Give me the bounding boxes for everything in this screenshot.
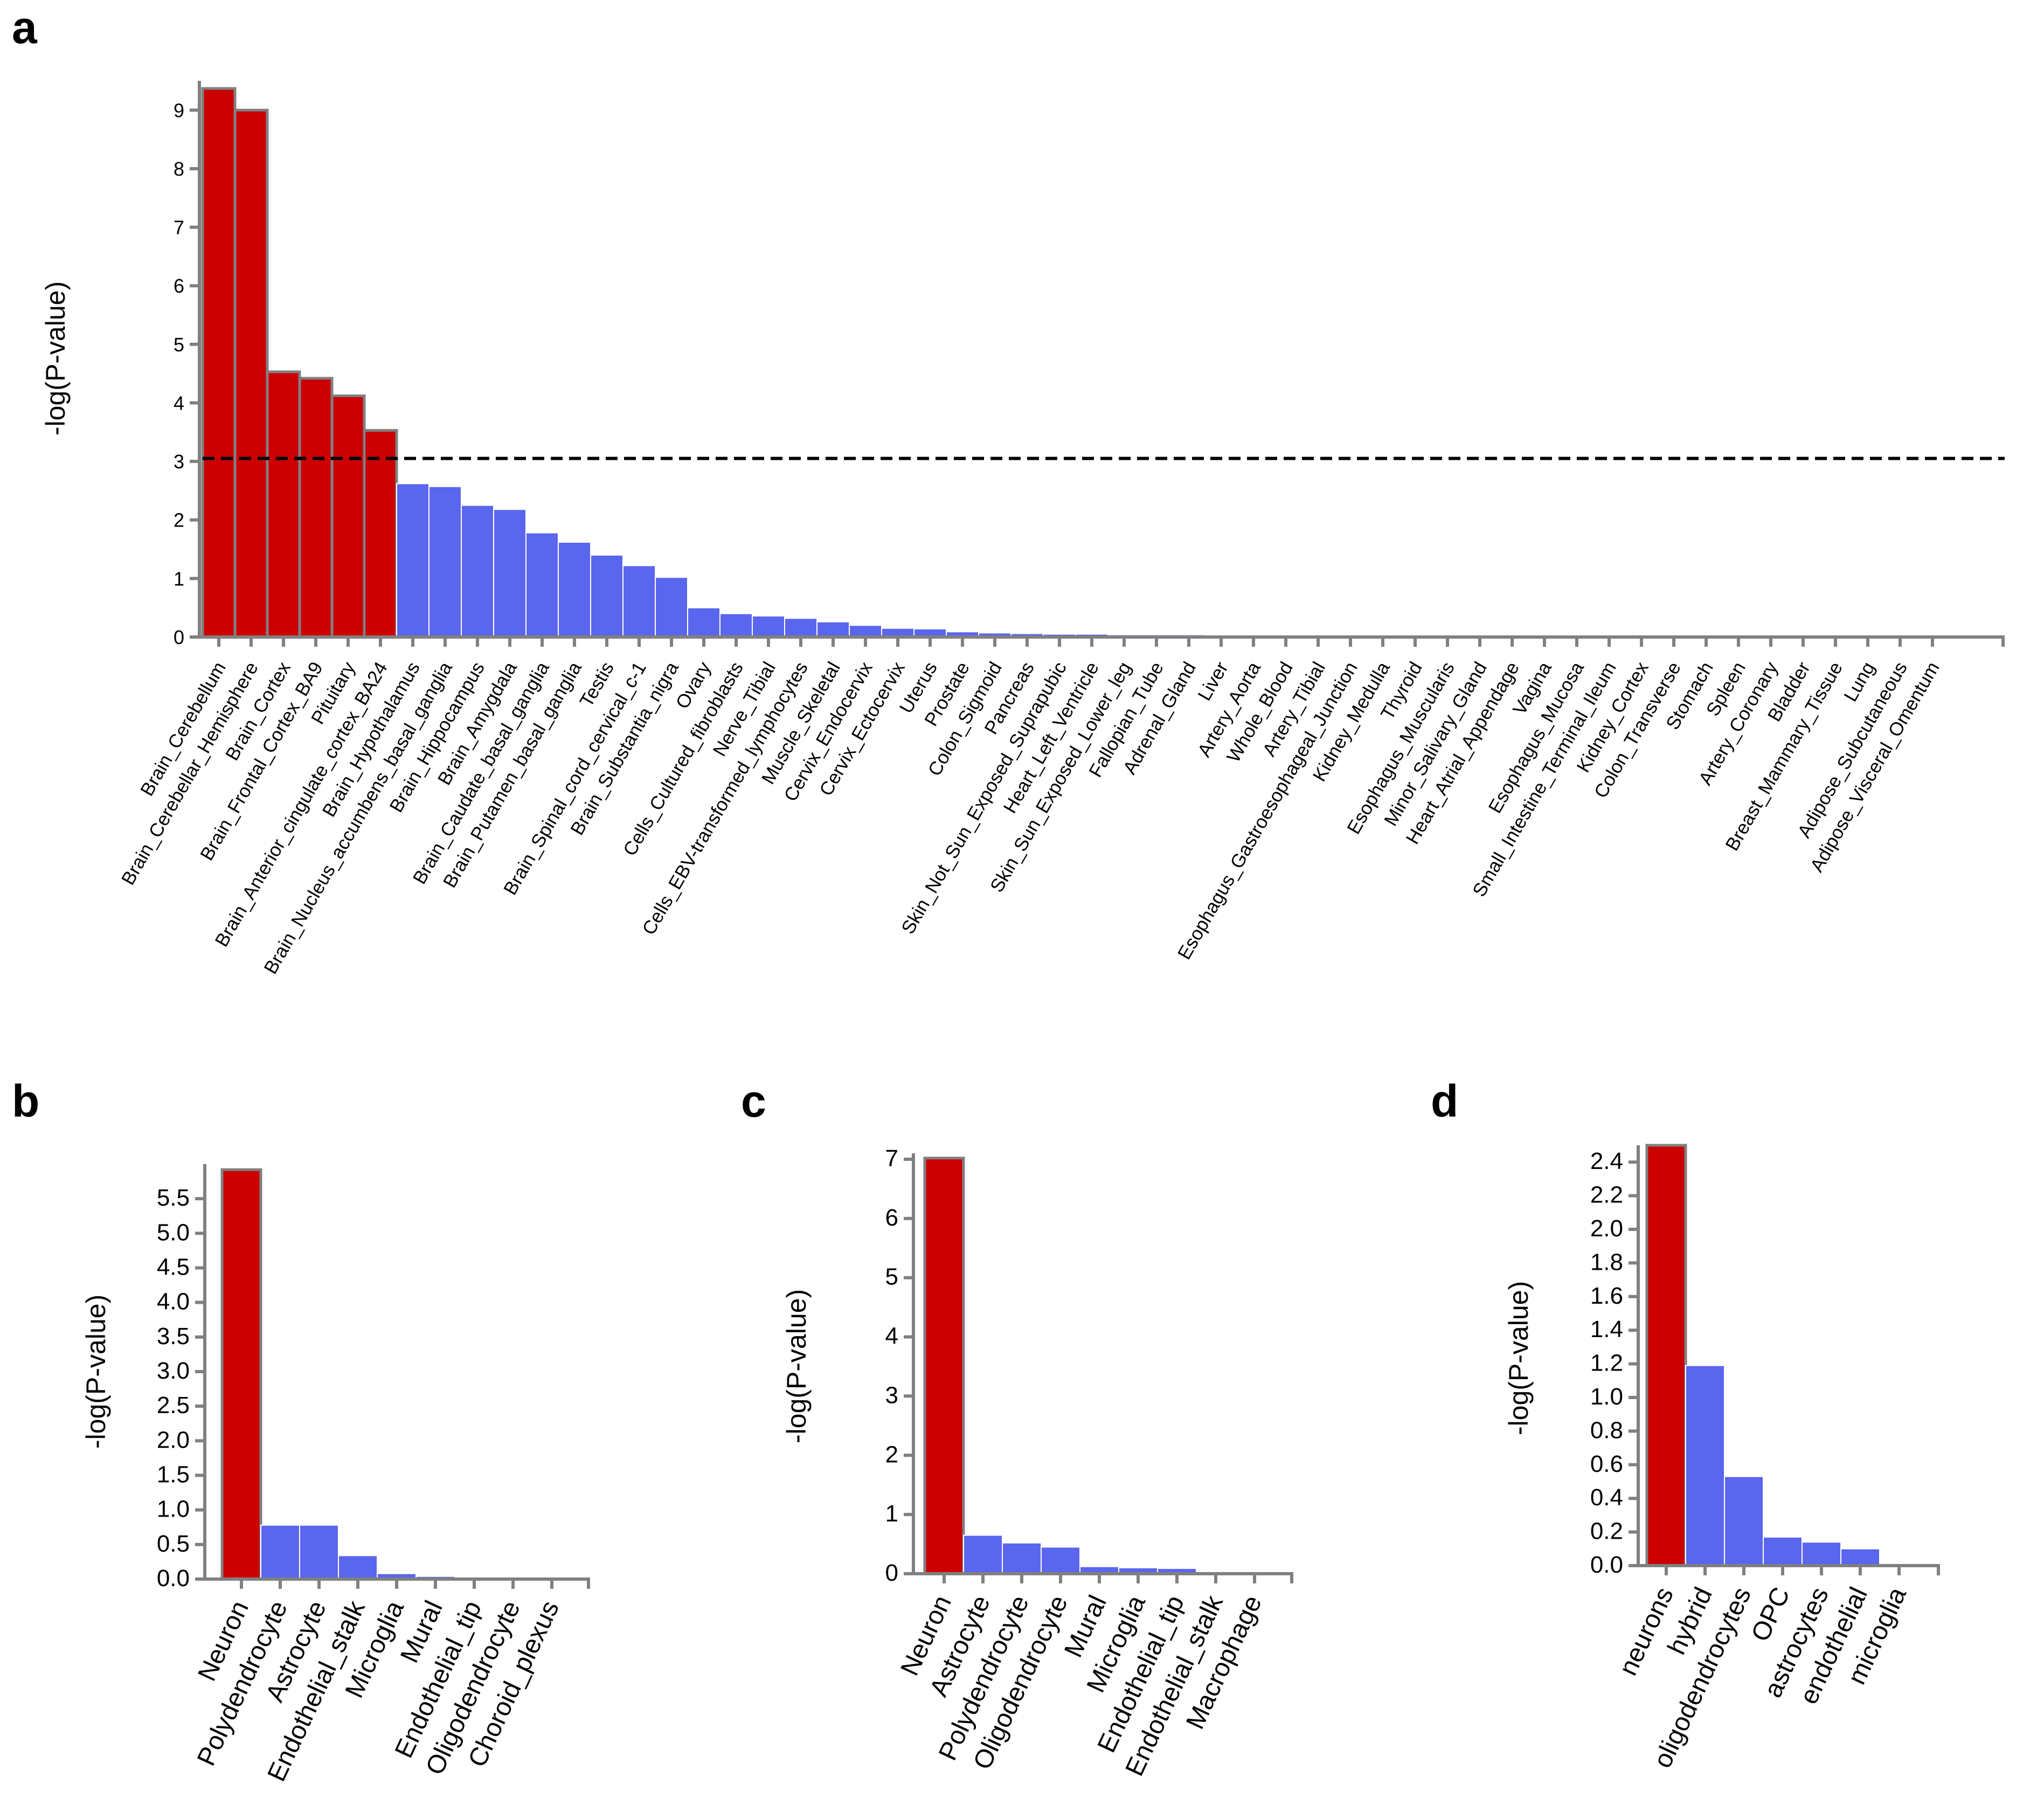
y-tick-label: 3.0 xyxy=(157,1358,190,1384)
y-tick-label: 4 xyxy=(885,1323,898,1350)
bar-Oligodendrocyte xyxy=(1041,1546,1080,1575)
y-tick-label: 9 xyxy=(174,99,184,121)
y-tick-label: 0.2 xyxy=(1590,1518,1623,1545)
y-tick-label: 2.5 xyxy=(157,1392,190,1418)
bar-Muscle_Skeletal xyxy=(816,621,850,638)
bar-Neuron xyxy=(220,1168,262,1581)
bar-Polydendrocyte xyxy=(1002,1542,1042,1575)
y-tick-label: 1.6 xyxy=(1590,1283,1623,1309)
y-tick-label: 4.5 xyxy=(157,1254,190,1281)
x-tick-label: Brain_Cerebellar_Hemisphere xyxy=(117,659,262,889)
bar-Brain_Cortex xyxy=(266,370,301,639)
panel-letter: a xyxy=(12,2,38,53)
bar-Polydendrocyte xyxy=(260,1524,300,1580)
panel-d-chart: d -log(P-value) 0.0 0.2 0.4 0.6 0.8 1.0 1.2 1.4 1.… xyxy=(1431,1076,1940,1773)
y-tick-label: 0.4 xyxy=(1590,1484,1623,1511)
y-tick-label: 0.8 xyxy=(1590,1417,1623,1443)
y-tick-label: 0 xyxy=(885,1560,898,1586)
bar-Brain_Cerebellar_Hemisphere xyxy=(233,108,269,639)
bar-hybrid xyxy=(1685,1365,1725,1566)
y-tick-label: 2.2 xyxy=(1590,1182,1623,1208)
bar-Brain_Substantia_nigra xyxy=(655,577,688,638)
panel-b-chart: b -log(P-value) 0.0 0.5 1.0 1.5 2.0 2.5 3.0 3.5 4.… xyxy=(12,1076,590,1786)
bar-Astrocyte xyxy=(963,1534,1003,1574)
y-tick-label: 6 xyxy=(174,275,184,297)
y-tick-label: 1.4 xyxy=(1590,1316,1623,1342)
y-axis-label: -log(P-value) xyxy=(40,281,71,435)
y-tick-label: 4 xyxy=(174,392,184,414)
y-tick-label: 5 xyxy=(174,334,184,356)
y-tick-label: 5.0 xyxy=(157,1219,190,1245)
y-tick-label: 5.5 xyxy=(157,1185,190,1211)
y-tick-label: 3 xyxy=(885,1382,898,1408)
bar-Brain_Spinal_cord_cervical_c-1 xyxy=(622,565,656,638)
bar-Pituitary xyxy=(330,394,366,639)
y-tick-label: 4.0 xyxy=(157,1289,190,1315)
bar-Astrocyte xyxy=(299,1524,339,1580)
y-axis-label: -log(P-value) xyxy=(81,1295,111,1449)
bar-Brain_Cerebellum xyxy=(201,87,237,639)
bar-OPC xyxy=(1763,1536,1803,1566)
bar-Endothelial_stalk xyxy=(338,1555,378,1580)
panel-letter: d xyxy=(1431,1076,1458,1126)
y-tick-label: 5 xyxy=(885,1264,898,1290)
y-tick-label: 2 xyxy=(174,509,184,531)
y-tick-label: 1 xyxy=(885,1500,898,1527)
y-tick-label: 7 xyxy=(885,1145,898,1172)
y-tick-label: 8 xyxy=(174,158,184,180)
y-tick-label: 0 xyxy=(174,626,184,648)
bar-Brain_Caudate_basal_ganglia xyxy=(525,532,559,638)
y-axis-label: -log(P-value) xyxy=(781,1289,812,1443)
y-tick-label: 2.0 xyxy=(157,1427,190,1453)
y-tick-label: 0.6 xyxy=(1590,1451,1623,1477)
y-tick-label: 3 xyxy=(174,451,184,473)
bar-endothelial xyxy=(1840,1548,1880,1567)
bar-Brain_Nucleus_accumbens_basal_ganglia xyxy=(428,486,462,638)
y-tick-label: 2.4 xyxy=(1590,1148,1623,1174)
bar-Cells_Cultured_fibroblasts xyxy=(719,613,753,638)
y-tick-label: 1.5 xyxy=(157,1462,190,1488)
bar-Ovary xyxy=(687,607,720,638)
y-tick-label: 2.0 xyxy=(1590,1215,1623,1242)
bar-Nerve_Tibial xyxy=(752,615,785,638)
y-tick-label: 1.8 xyxy=(1590,1249,1623,1275)
bar-Brain_Anterior_cingulate_cortex_BA24 xyxy=(363,429,398,639)
y-tick-label: 1.2 xyxy=(1590,1350,1623,1376)
y-tick-label: 0.0 xyxy=(157,1565,190,1591)
panel-c-chart: c-log(P-value)01234567NeuronAstrocytePol… xyxy=(741,1076,1293,1781)
panel-letter: c xyxy=(741,1076,766,1126)
y-tick-label: 1.0 xyxy=(157,1496,190,1523)
y-tick-label: 1 xyxy=(174,568,184,590)
bar-Brain_Putamen_basal_ganglia xyxy=(558,542,591,638)
bar-oligodendrocytes xyxy=(1724,1476,1764,1566)
y-tick-label: 3.5 xyxy=(157,1323,190,1350)
y-tick-label: 6 xyxy=(885,1205,898,1231)
bar-Cells_EBV-transformed_lymphocytes xyxy=(784,618,817,638)
y-tick-label: 7 xyxy=(174,217,184,239)
bar-Testis xyxy=(590,554,623,638)
bar-Neuron xyxy=(923,1157,965,1575)
y-tick-label: 2 xyxy=(885,1441,898,1468)
bar-Brain_Frontal_Cortex_BA9 xyxy=(298,377,334,639)
bar-Cervix_Endocervix xyxy=(849,625,882,638)
bar-neurons xyxy=(1645,1144,1687,1567)
y-tick-label: 0.5 xyxy=(157,1531,190,1557)
panel-a-chart: a-log(P-value)0123456789Brain_Cerebellum… xyxy=(12,2,2005,978)
y-axis-label: -log(P-value) xyxy=(1504,1281,1534,1435)
panel-letter: b xyxy=(12,1076,39,1126)
bar-Brain_Amygdala xyxy=(493,509,526,638)
bar-astrocytes xyxy=(1802,1541,1841,1567)
y-tick-label: 0.0 xyxy=(1590,1552,1623,1578)
y-tick-label: 1.0 xyxy=(1590,1383,1623,1410)
bar-Brain_Hippocampus xyxy=(461,504,494,638)
bar-Brain_Hypothalamus xyxy=(396,483,429,638)
